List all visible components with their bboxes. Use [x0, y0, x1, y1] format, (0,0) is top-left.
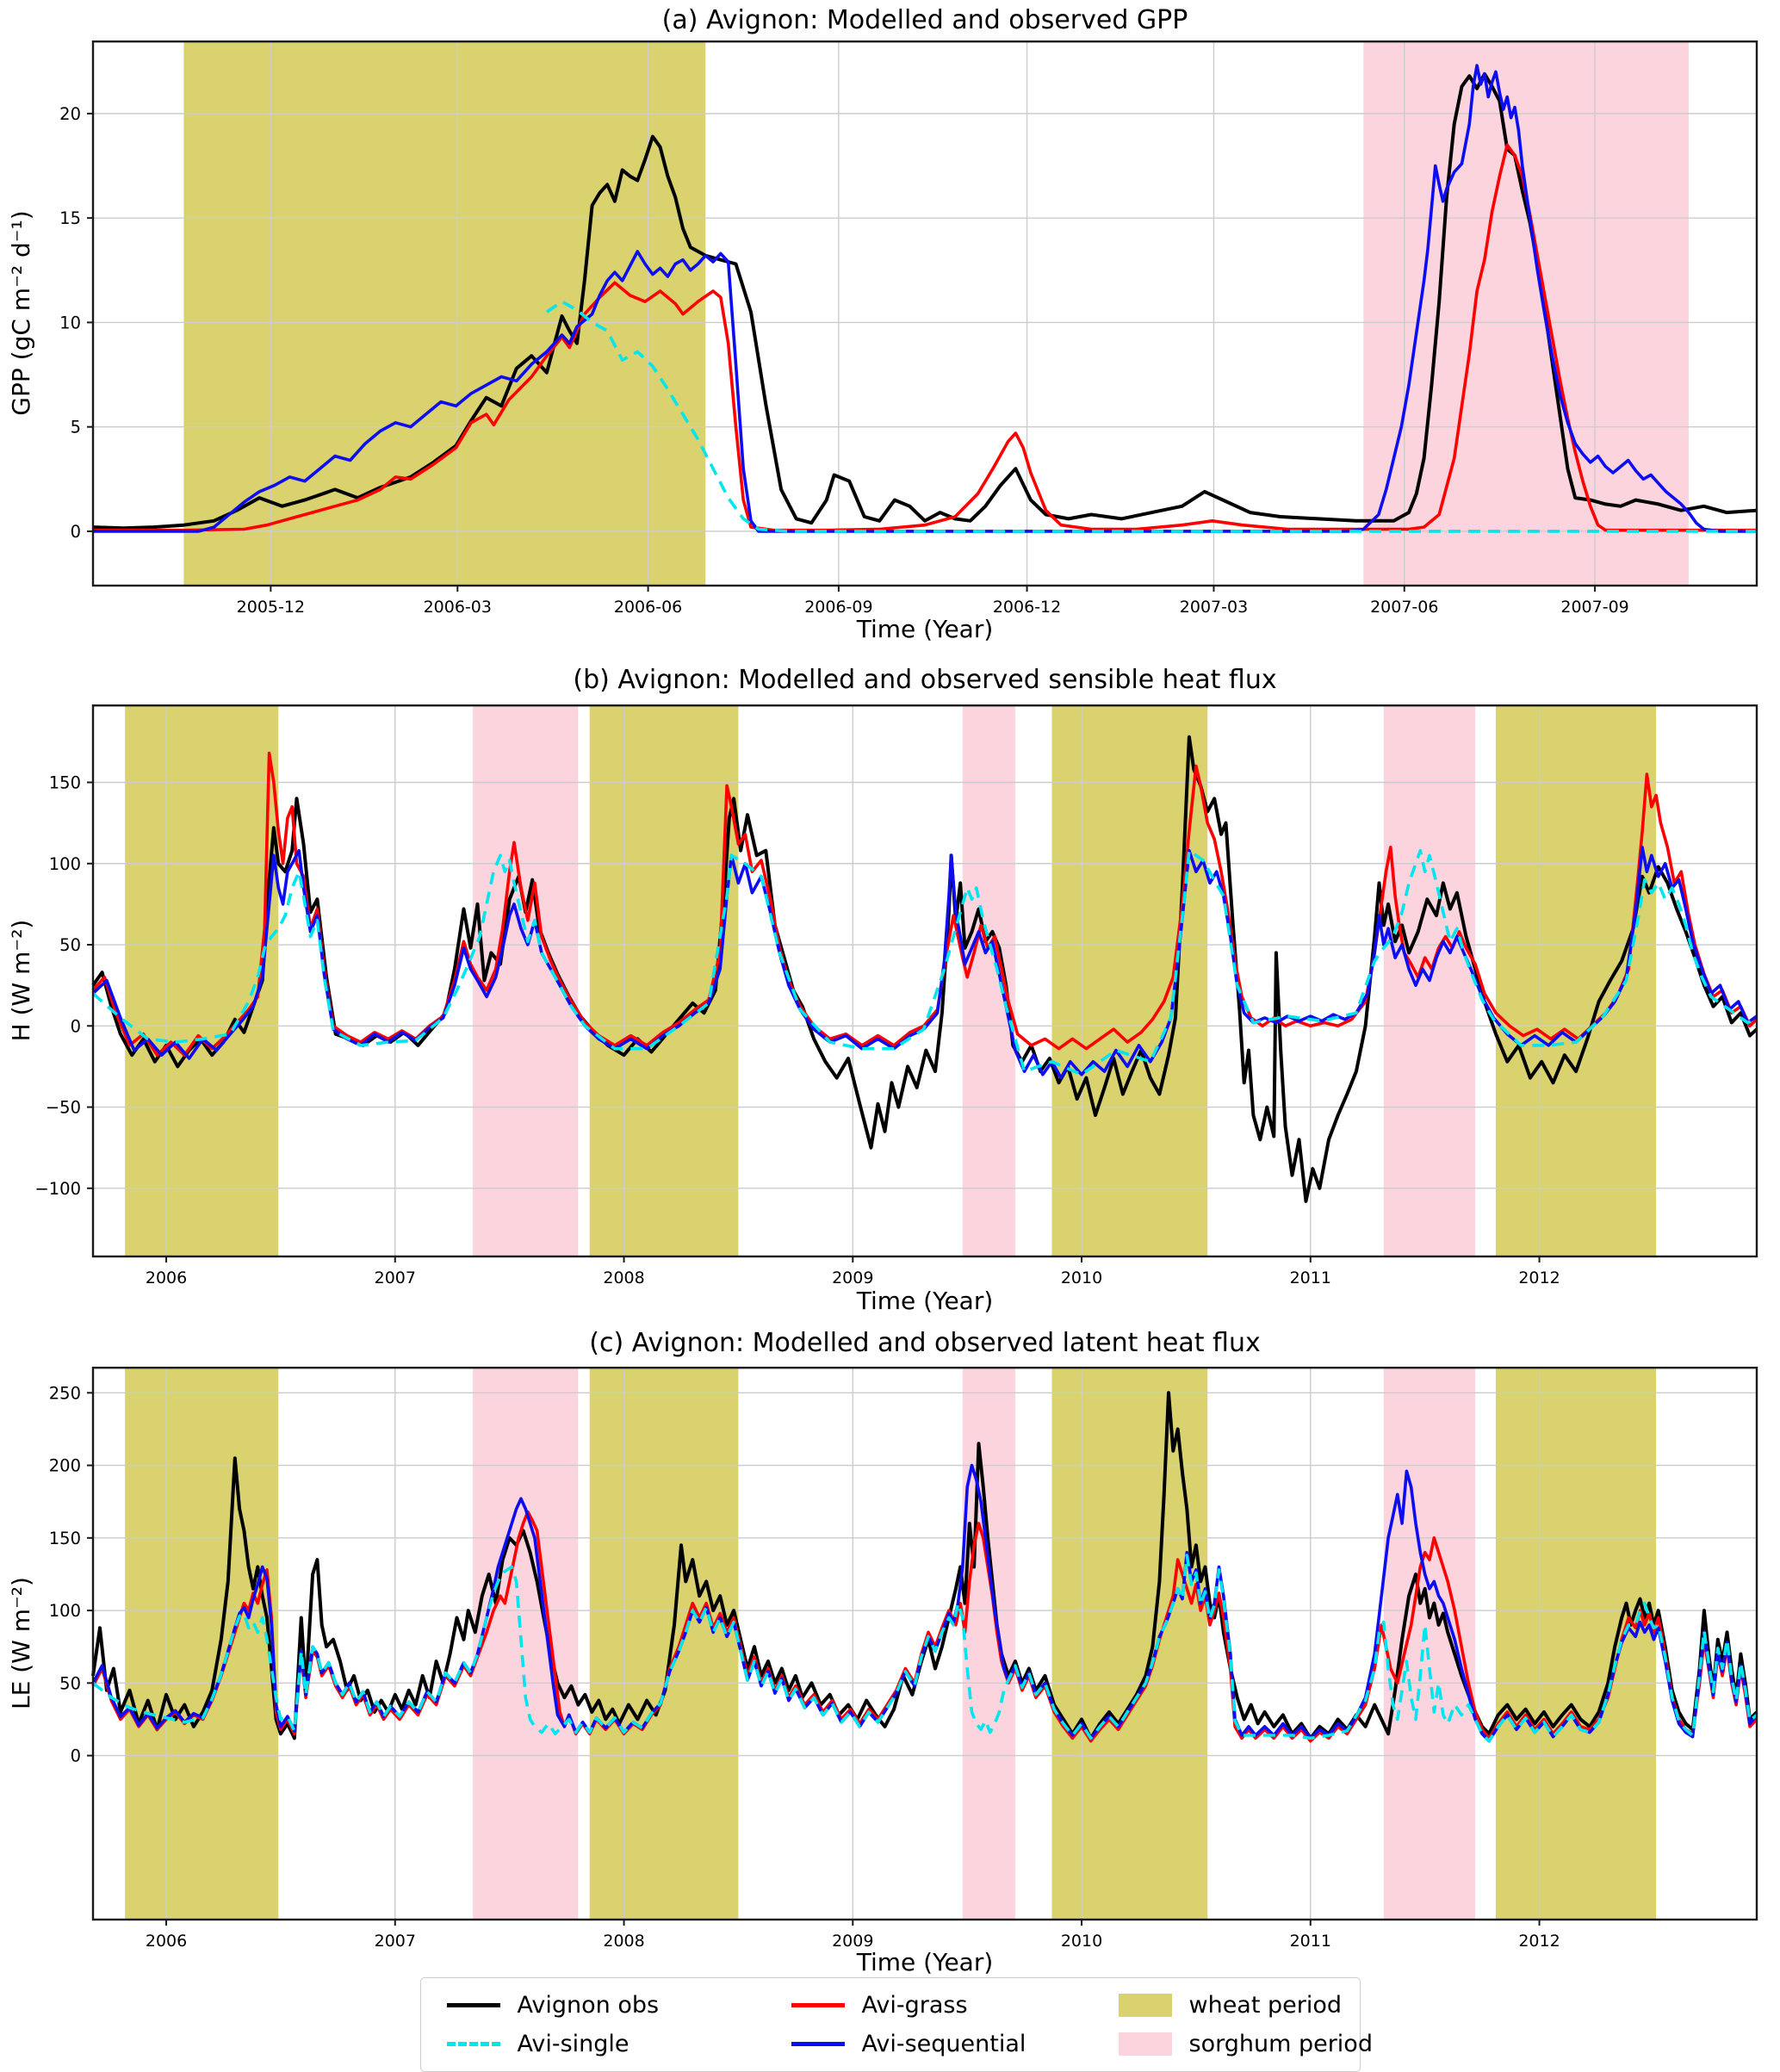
- panel-a-title: (a) Avignon: Modelled and observed GPP: [661, 5, 1188, 35]
- legend-label: Avi-grass: [861, 1992, 968, 2019]
- svg-text:2006-03: 2006-03: [424, 598, 492, 617]
- svg-text:2011: 2011: [1290, 1269, 1331, 1287]
- panel-c-title: (c) Avignon: Modelled and observed laten…: [589, 1328, 1261, 1358]
- sequential-line-swatch: [791, 2042, 845, 2046]
- svg-text:H (W m⁻²): H (W m⁻²): [7, 920, 35, 1042]
- svg-text:LE (W m⁻²): LE (W m⁻²): [7, 1577, 35, 1709]
- svg-text:−50: −50: [46, 1098, 81, 1118]
- panel-b-plot: 2006 2007 2008 2009 2010 2011 2012 −100 −50 0 50 10…: [7, 704, 1758, 1287]
- svg-text:GPP (gC m⁻² d⁻¹): GPP (gC m⁻² d⁻¹): [7, 210, 35, 415]
- panel-a-xlabel: Time (Year): [856, 615, 994, 643]
- svg-text:2006-12: 2006-12: [993, 598, 1061, 617]
- svg-text:250: 250: [49, 1383, 81, 1403]
- legend-item-avi-grass: Avi-grass: [791, 1992, 1084, 2019]
- svg-text:100: 100: [49, 854, 81, 874]
- svg-text:2008: 2008: [603, 1932, 644, 1951]
- legend-label: wheat period: [1188, 1992, 1343, 2019]
- svg-text:50: 50: [59, 1673, 81, 1693]
- svg-text:2012: 2012: [1518, 1269, 1560, 1287]
- svg-text:2007-06: 2007-06: [1370, 598, 1438, 617]
- panel-a-plot: 2005-12 2006-03 2006-06 2006-09 2006-12 2007-…: [7, 40, 1758, 617]
- legend-item-avignon-obs: Avignon obs: [446, 1992, 757, 2019]
- svg-text:0: 0: [71, 1016, 81, 1036]
- svg-text:2006: 2006: [146, 1932, 187, 1951]
- legend-item-wheat-period: wheat period: [1118, 1992, 1342, 2019]
- svg-text:0: 0: [71, 522, 81, 542]
- svg-text:100: 100: [49, 1601, 81, 1621]
- svg-text:2007: 2007: [375, 1932, 416, 1951]
- legend-label: Avi-single: [517, 2031, 630, 2057]
- panel-b-title: (b) Avignon: Modelled and observed sensi…: [573, 665, 1277, 695]
- svg-text:2010: 2010: [1061, 1932, 1102, 1951]
- legend-label: Avi-sequential: [861, 2031, 1026, 2057]
- wheat-patch-swatch: [1118, 1994, 1172, 2017]
- svg-text:−100: −100: [34, 1179, 81, 1199]
- svg-text:2006-06: 2006-06: [614, 598, 682, 617]
- svg-text:2005-12: 2005-12: [237, 598, 305, 617]
- panel-c-plot: 2006 2007 2008 2009 2010 2011 2012 0 50 100 150 200…: [7, 1367, 1758, 1951]
- sorghum-patch-swatch: [1118, 2032, 1172, 2056]
- single-line-swatch: [446, 2042, 500, 2046]
- svg-text:10: 10: [59, 313, 81, 332]
- svg-text:20: 20: [59, 104, 81, 124]
- panel-c-xlabel: Time (Year): [856, 1948, 994, 1976]
- svg-text:0: 0: [71, 1746, 81, 1766]
- svg-text:150: 150: [49, 772, 81, 792]
- svg-text:2009: 2009: [832, 1269, 873, 1287]
- svg-text:5: 5: [71, 418, 81, 437]
- obs-line-swatch: [446, 2003, 500, 2007]
- svg-text:2009: 2009: [832, 1932, 873, 1951]
- legend-item-sorghum-period: sorghum period: [1118, 2031, 1373, 2057]
- legend: Avignon obs Avi-grass wheat period Avi-s…: [419, 1977, 1373, 2072]
- svg-text:150: 150: [49, 1529, 81, 1548]
- legend-item-avi-sequential: Avi-sequential: [791, 2031, 1084, 2057]
- svg-text:2007-03: 2007-03: [1180, 598, 1248, 617]
- svg-text:15: 15: [59, 208, 81, 228]
- svg-text:50: 50: [59, 935, 81, 955]
- svg-text:2010: 2010: [1061, 1269, 1102, 1287]
- svg-text:2011: 2011: [1290, 1932, 1331, 1951]
- svg-text:200: 200: [49, 1456, 81, 1476]
- svg-text:2007-09: 2007-09: [1560, 598, 1628, 617]
- panel-b-xlabel: Time (Year): [856, 1287, 994, 1315]
- svg-text:2006: 2006: [146, 1269, 187, 1287]
- legend-label: sorghum period: [1188, 2031, 1373, 2057]
- legend-item-avi-single: Avi-single: [446, 2031, 757, 2057]
- svg-text:2008: 2008: [603, 1269, 644, 1287]
- grass-line-swatch: [791, 2003, 845, 2007]
- svg-text:2006-09: 2006-09: [804, 598, 872, 617]
- svg-text:2007: 2007: [375, 1269, 416, 1287]
- svg-text:2012: 2012: [1518, 1932, 1560, 1951]
- legend-label: Avignon obs: [517, 1992, 660, 2019]
